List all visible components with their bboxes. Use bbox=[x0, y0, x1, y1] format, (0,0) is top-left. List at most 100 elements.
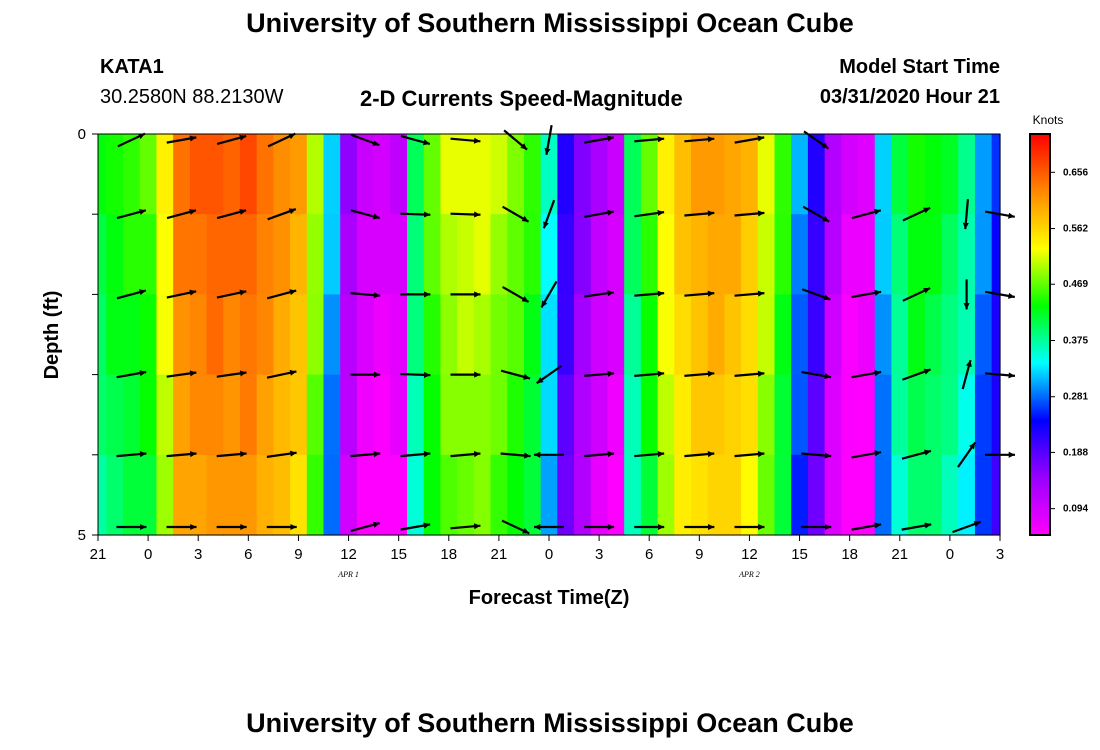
heatmap-cell bbox=[807, 214, 826, 295]
arrow-head bbox=[520, 143, 528, 150]
heatmap-cell bbox=[507, 134, 525, 215]
heatmap-cell bbox=[807, 454, 826, 536]
heatmap-cell bbox=[239, 134, 258, 215]
heatmap-cell bbox=[557, 454, 575, 536]
heatmap-cell bbox=[390, 214, 408, 295]
heatmap-cell bbox=[757, 454, 776, 536]
current-arrow bbox=[400, 135, 431, 146]
arrow-head bbox=[521, 296, 529, 302]
heatmap-cell bbox=[490, 214, 508, 295]
current-arrow bbox=[400, 291, 431, 298]
current-arrow bbox=[400, 451, 431, 458]
heatmap-cell bbox=[941, 134, 959, 215]
arrow-head bbox=[240, 451, 247, 458]
heatmap-cell bbox=[590, 214, 609, 295]
heatmap-cell bbox=[624, 214, 642, 295]
heatmap-cell bbox=[824, 134, 842, 215]
heatmap-cell bbox=[373, 294, 391, 376]
heatmap-cell bbox=[323, 454, 341, 536]
current-arrow bbox=[166, 135, 197, 144]
heatmap-cell bbox=[98, 374, 107, 456]
heatmap-cell bbox=[908, 214, 926, 295]
heatmap-cell bbox=[674, 374, 692, 456]
heatmap-cell bbox=[624, 374, 642, 456]
current-arrow bbox=[584, 135, 615, 144]
arrow-head bbox=[139, 451, 147, 458]
arrow-head bbox=[657, 523, 665, 531]
current-arrow bbox=[116, 209, 147, 220]
heatmap-cell bbox=[323, 134, 341, 215]
current-arrow bbox=[734, 290, 765, 297]
heatmap-cell bbox=[356, 214, 375, 295]
heatmap-cell bbox=[290, 454, 308, 536]
heatmap-cell bbox=[657, 214, 675, 295]
heatmap-cell bbox=[507, 294, 525, 376]
heatmap-cell bbox=[858, 214, 876, 295]
current-arrow bbox=[450, 137, 481, 144]
heatmap-cell bbox=[891, 374, 909, 456]
current-arrow bbox=[502, 285, 530, 303]
heatmap-cell bbox=[891, 214, 909, 295]
heatmap-cell bbox=[640, 374, 659, 456]
heatmap-cell bbox=[741, 294, 759, 376]
heatmap-cell bbox=[908, 454, 926, 536]
arrow-head bbox=[924, 522, 932, 529]
heatmap-cell bbox=[574, 214, 592, 295]
heatmap-cell bbox=[574, 134, 592, 215]
current-arrow bbox=[534, 451, 564, 458]
heatmap-cell bbox=[791, 134, 809, 215]
arrow-head bbox=[189, 289, 197, 296]
current-arrow bbox=[267, 132, 296, 148]
heatmap-cell bbox=[273, 214, 291, 295]
footer-title: University of Southern Mississippi Ocean… bbox=[246, 708, 854, 738]
heatmap-cell bbox=[974, 454, 993, 536]
heatmap-cell bbox=[440, 374, 458, 456]
heatmap-cell bbox=[891, 454, 909, 536]
arrow-head bbox=[423, 522, 431, 529]
current-arrow bbox=[851, 450, 882, 459]
current-arrow bbox=[502, 205, 530, 223]
axes: 21 0 3 6 9 12 15 18 21 0 3 6 9 12 15 18 21 0 3 APR 1 APR 2 0 5 bbox=[78, 126, 1005, 579]
current-arrow bbox=[400, 211, 431, 218]
heatmap-cell bbox=[139, 134, 158, 215]
heatmap-cell bbox=[607, 214, 625, 295]
heatmap-cell bbox=[407, 134, 425, 215]
heatmap-cell bbox=[98, 214, 107, 295]
heatmap-cell bbox=[423, 294, 442, 376]
arrow-head bbox=[923, 207, 931, 214]
heatmap-cell bbox=[239, 294, 258, 376]
current-arrow bbox=[400, 522, 431, 531]
arrow-head bbox=[473, 137, 481, 144]
heatmap-cell bbox=[223, 454, 241, 536]
heatmap-cell bbox=[123, 374, 141, 456]
heatmap-cell bbox=[440, 214, 458, 295]
arrow-head bbox=[657, 290, 665, 297]
arrow-head bbox=[523, 373, 531, 380]
heatmap-cell bbox=[256, 374, 274, 456]
heatmap-cell bbox=[574, 374, 592, 456]
current-arrow bbox=[801, 370, 832, 380]
arrow-head bbox=[707, 210, 715, 217]
model-start-label: Model Start Time bbox=[839, 56, 1000, 78]
current-arrow bbox=[801, 288, 831, 301]
heatmap-cell bbox=[924, 134, 943, 215]
current-arrow bbox=[166, 209, 197, 220]
heatmap-cell bbox=[741, 134, 759, 215]
heatmap-cell bbox=[457, 374, 475, 456]
heatmap-cell bbox=[824, 214, 842, 295]
arrow-head bbox=[607, 370, 615, 377]
heatmap-cell bbox=[891, 134, 909, 215]
current-arrow bbox=[801, 452, 832, 459]
x-tick-label: 12 bbox=[741, 546, 758, 563]
heatmap-cell bbox=[407, 454, 425, 536]
heatmap-cell bbox=[290, 134, 308, 215]
arrow-head bbox=[373, 292, 381, 299]
x-tick-label: 21 bbox=[90, 546, 107, 563]
arrow-head bbox=[607, 523, 615, 531]
arrow-head bbox=[523, 452, 531, 459]
heatmap-cell bbox=[757, 294, 776, 376]
heatmap-cell bbox=[941, 454, 959, 536]
heatmap-cell bbox=[306, 214, 325, 295]
heatmap-cell bbox=[958, 374, 976, 456]
x-tick-label: 3 bbox=[595, 546, 603, 563]
